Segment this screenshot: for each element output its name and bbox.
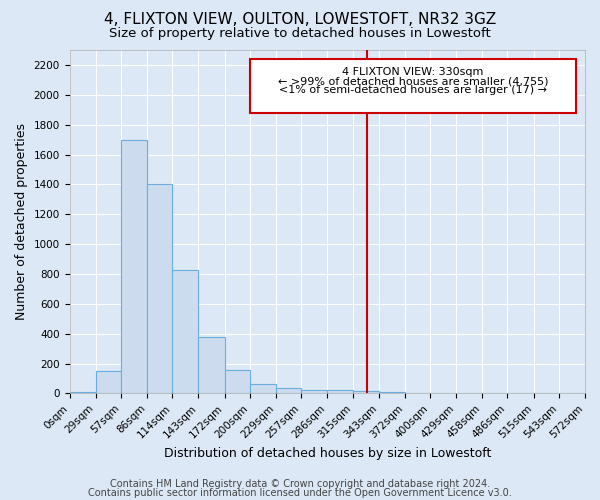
- Text: Contains HM Land Registry data © Crown copyright and database right 2024.: Contains HM Land Registry data © Crown c…: [110, 479, 490, 489]
- Bar: [95, 371, 121, 394]
- Bar: [353, 391, 379, 394]
- Text: Contains public sector information licensed under the Open Government Licence v3: Contains public sector information licen…: [88, 488, 512, 498]
- Bar: [379, 392, 405, 394]
- Bar: [147, 184, 172, 394]
- Bar: [405, 392, 430, 394]
- Bar: [199, 336, 224, 394]
- Y-axis label: Number of detached properties: Number of detached properties: [15, 123, 28, 320]
- Text: 4, FLIXTON VIEW, OULTON, LOWESTOFT, NR32 3GZ: 4, FLIXTON VIEW, OULTON, LOWESTOFT, NR32…: [104, 12, 496, 28]
- Bar: [224, 370, 250, 394]
- Text: ← >99% of detached houses are smaller (4,755): ← >99% of detached houses are smaller (4…: [278, 76, 548, 86]
- Bar: [250, 384, 276, 394]
- X-axis label: Distribution of detached houses by size in Lowestoft: Distribution of detached houses by size …: [164, 447, 491, 460]
- FancyBboxPatch shape: [250, 59, 576, 112]
- Bar: [327, 390, 353, 394]
- Bar: [301, 390, 327, 394]
- Bar: [276, 388, 301, 394]
- Text: 4 FLIXTON VIEW: 330sqm: 4 FLIXTON VIEW: 330sqm: [342, 67, 484, 77]
- Bar: [172, 270, 199, 394]
- Text: <1% of semi-detached houses are larger (17) →: <1% of semi-detached houses are larger (…: [279, 85, 547, 95]
- Text: Size of property relative to detached houses in Lowestoft: Size of property relative to detached ho…: [109, 28, 491, 40]
- Bar: [121, 140, 147, 394]
- Bar: [70, 392, 95, 394]
